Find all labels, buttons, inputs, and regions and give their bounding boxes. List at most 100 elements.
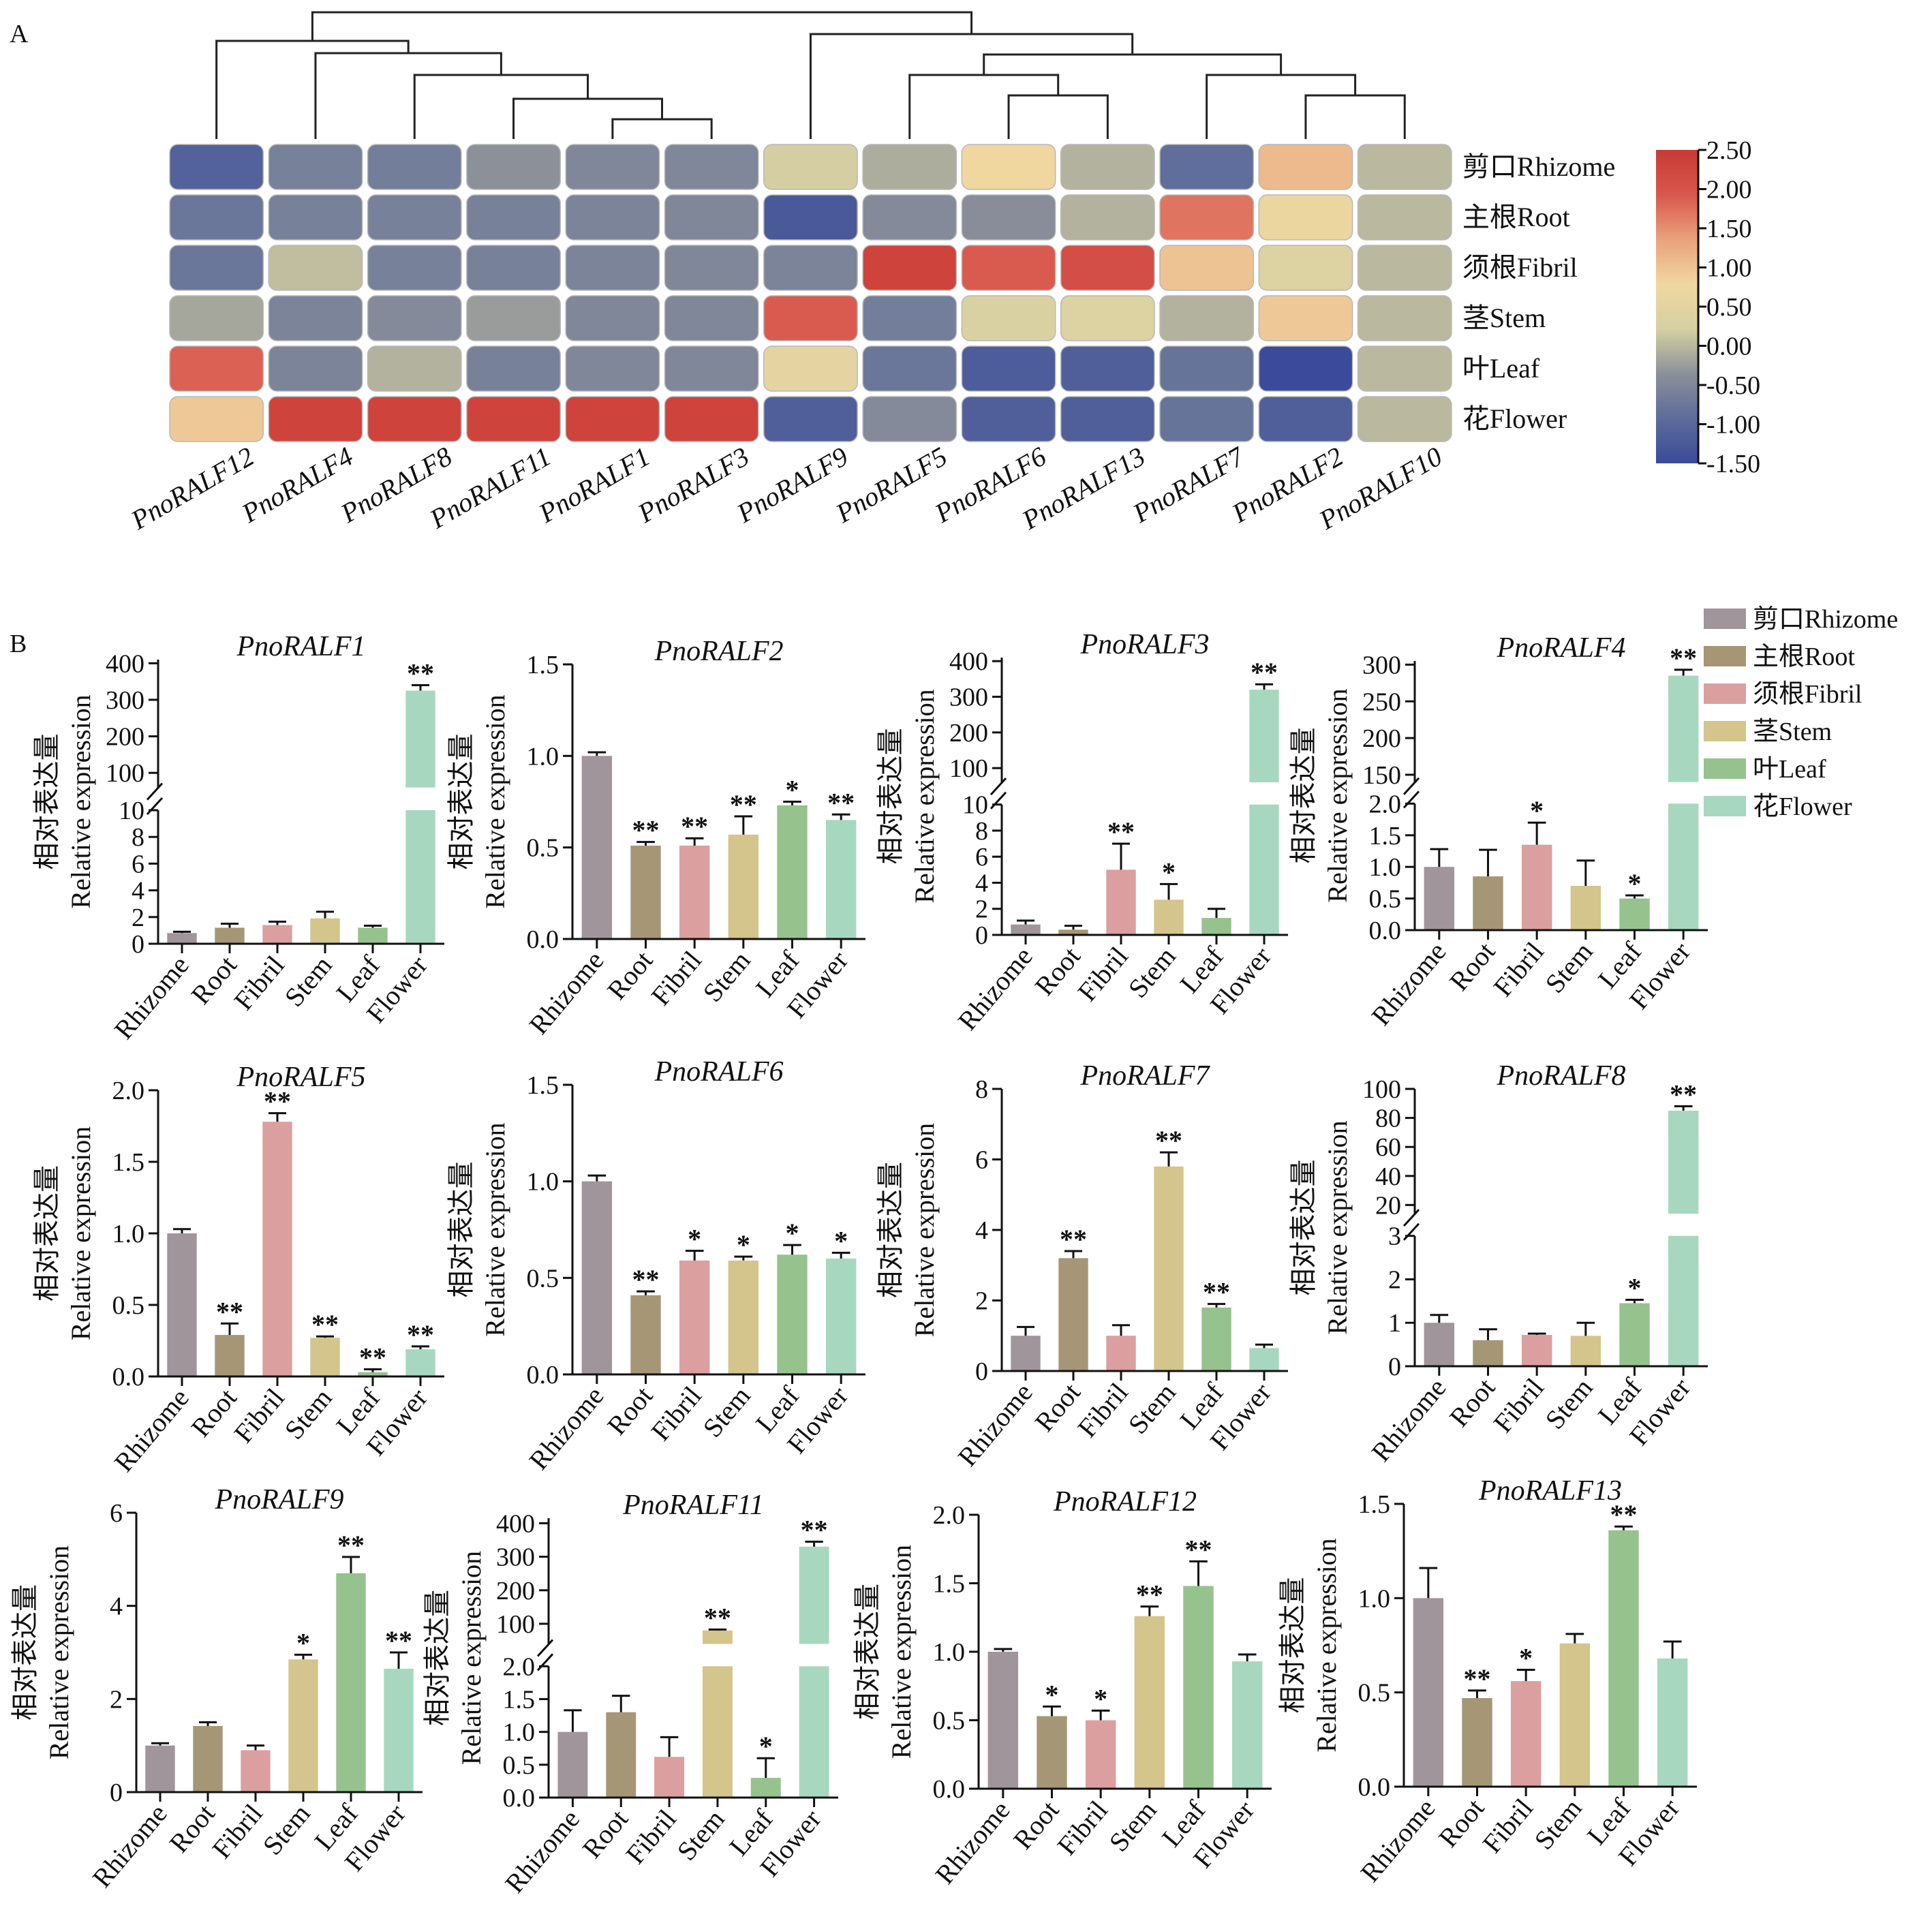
heatmap-cell xyxy=(961,144,1056,190)
dendrogram xyxy=(215,11,1406,139)
significance-mark: ** xyxy=(1670,1079,1697,1110)
y-axis-label: Relative expression xyxy=(1322,1120,1353,1334)
heatmap-cell xyxy=(862,345,957,392)
x-tick-label: Stem xyxy=(696,1381,756,1443)
y-tick-label: 0.0 xyxy=(1369,917,1402,945)
x-tick-label: Fibril xyxy=(1487,936,1550,1002)
bar xyxy=(1058,1258,1088,1371)
legend-swatch xyxy=(1704,646,1746,666)
significance-mark: ** xyxy=(681,811,708,842)
heatmap-cell xyxy=(1159,396,1255,442)
y-tick-label: 2 xyxy=(132,904,144,932)
bar xyxy=(1201,918,1231,935)
bar xyxy=(384,1668,414,1792)
bar-chart-PnoRALF13: PnoRALF13 相对表达量 Relative expression 0.0 0.5 1… xyxy=(1277,1475,1697,1888)
x-tick-label: Rhizome xyxy=(523,1381,609,1476)
y-axis-label: Relative expression xyxy=(886,1545,917,1759)
bar xyxy=(167,1233,197,1376)
significance-mark: ** xyxy=(1610,1499,1638,1530)
heatmap-cell xyxy=(961,345,1056,392)
heatmap-cell xyxy=(1060,396,1155,442)
legend-swatch xyxy=(1704,796,1746,816)
heatmap-cell xyxy=(1060,245,1155,291)
y-axis-label: Relative expression xyxy=(480,694,510,908)
y-tick-label: 2 xyxy=(1388,1265,1401,1294)
axis-break-mark xyxy=(536,1639,554,1657)
bar xyxy=(1559,1643,1591,1787)
bar xyxy=(987,1652,1019,1789)
significance-mark: ** xyxy=(407,658,434,689)
heatmap-cell xyxy=(1357,144,1452,190)
heatmap-cell xyxy=(961,295,1056,341)
y-tick-label: 4 xyxy=(132,877,144,906)
heatmap-cell xyxy=(1357,345,1452,392)
bar xyxy=(679,1260,710,1374)
x-tick-label: Stem xyxy=(1539,936,1598,999)
heatmap-cell xyxy=(1159,295,1255,341)
y-tick-label: 0.5 xyxy=(503,1751,536,1780)
colorbar: 2.50 2.00 1.50 1.00 0.50 0.00 -0.50 -1.00 -1.50 xyxy=(1656,136,1760,478)
heatmap-cell xyxy=(862,194,957,241)
y-tick-label: 10 xyxy=(119,797,144,825)
colorbar-tick-label: 2.50 xyxy=(1706,136,1752,165)
bar xyxy=(215,1335,245,1376)
axis-break-mark xyxy=(146,782,164,801)
heatmap-column-label: PnoRALF7 xyxy=(1127,440,1251,529)
y-tick-label: 1.0 xyxy=(933,1638,966,1667)
bar-chart-PnoRALF2: PnoRALF2 相对表达量 Relative expression 0.0 0.5 1.… xyxy=(446,636,865,1040)
heatmap-cell xyxy=(1357,295,1452,341)
heatmap-cell xyxy=(1159,245,1255,291)
heatmap-column-label: PnoRALF1 xyxy=(533,441,655,529)
bar xyxy=(1473,876,1503,930)
bar xyxy=(1668,1110,1699,1214)
heatmap-cell xyxy=(565,396,660,442)
y-tick-label: 0.5 xyxy=(527,834,559,863)
heatmap-cell xyxy=(565,295,660,341)
bar xyxy=(679,845,710,939)
x-tick-label: Rhizome xyxy=(499,1804,585,1899)
x-tick-label: Fibril xyxy=(1487,1372,1550,1438)
heatmap-cell xyxy=(169,144,264,190)
heatmap-cell xyxy=(1159,194,1255,241)
heatmap-cell xyxy=(1258,144,1353,190)
heatmap-cell xyxy=(862,295,957,341)
chart-title: PnoRALF7 xyxy=(1080,1060,1211,1092)
y-tick-label: 300 xyxy=(949,683,988,712)
heatmap-cell xyxy=(565,245,660,291)
heatmap-cell xyxy=(268,345,363,392)
chart-title: PnoRALF4 xyxy=(1497,632,1626,664)
y-tick-label: 40 xyxy=(1375,1162,1401,1191)
bar xyxy=(1154,1166,1184,1371)
significance-mark: * xyxy=(786,1218,799,1248)
x-tick-label: Rhizome xyxy=(952,1377,1039,1473)
heatmap-cell xyxy=(466,295,561,341)
x-tick-label: Fibril xyxy=(1051,1795,1114,1861)
heatmap-cell xyxy=(961,396,1056,442)
chart-title: PnoRALF9 xyxy=(215,1484,344,1515)
dendrogram-branch xyxy=(413,74,589,139)
bar xyxy=(1249,690,1279,783)
panel-label-b: B xyxy=(10,630,27,658)
bar-chart-PnoRALF4: PnoRALF4 相对表达量 Relative expression 0.0 0.5 1.… xyxy=(1288,632,1708,1031)
legend-swatch xyxy=(1704,721,1746,741)
chart-title: PnoRALF12 xyxy=(1053,1486,1197,1518)
x-tick-label: Fibril xyxy=(228,1383,290,1449)
axis-break-mark xyxy=(536,1653,554,1672)
significance-mark: * xyxy=(1628,868,1642,899)
y-axis-label-cn: 相对表达量 xyxy=(10,1584,40,1721)
y-axis-label: Relative expression xyxy=(65,1126,96,1340)
bar xyxy=(336,1573,366,1792)
bar xyxy=(1570,886,1601,930)
x-tick-label: Rhizome xyxy=(952,941,1039,1036)
bar xyxy=(777,805,808,939)
heatmap-cell xyxy=(268,194,363,241)
bar xyxy=(654,1757,685,1798)
y-tick-label: 0.5 xyxy=(1358,1679,1391,1708)
heatmap-row-label: 叶Leaf xyxy=(1462,353,1540,384)
y-tick-label: 250 xyxy=(1362,688,1401,716)
heatmap-row-label: 茎Stem xyxy=(1462,303,1546,333)
significance-mark: * xyxy=(1530,795,1544,826)
heatmap-cell xyxy=(862,396,957,442)
y-axis-label-cn: 相对表达量 xyxy=(31,734,62,870)
